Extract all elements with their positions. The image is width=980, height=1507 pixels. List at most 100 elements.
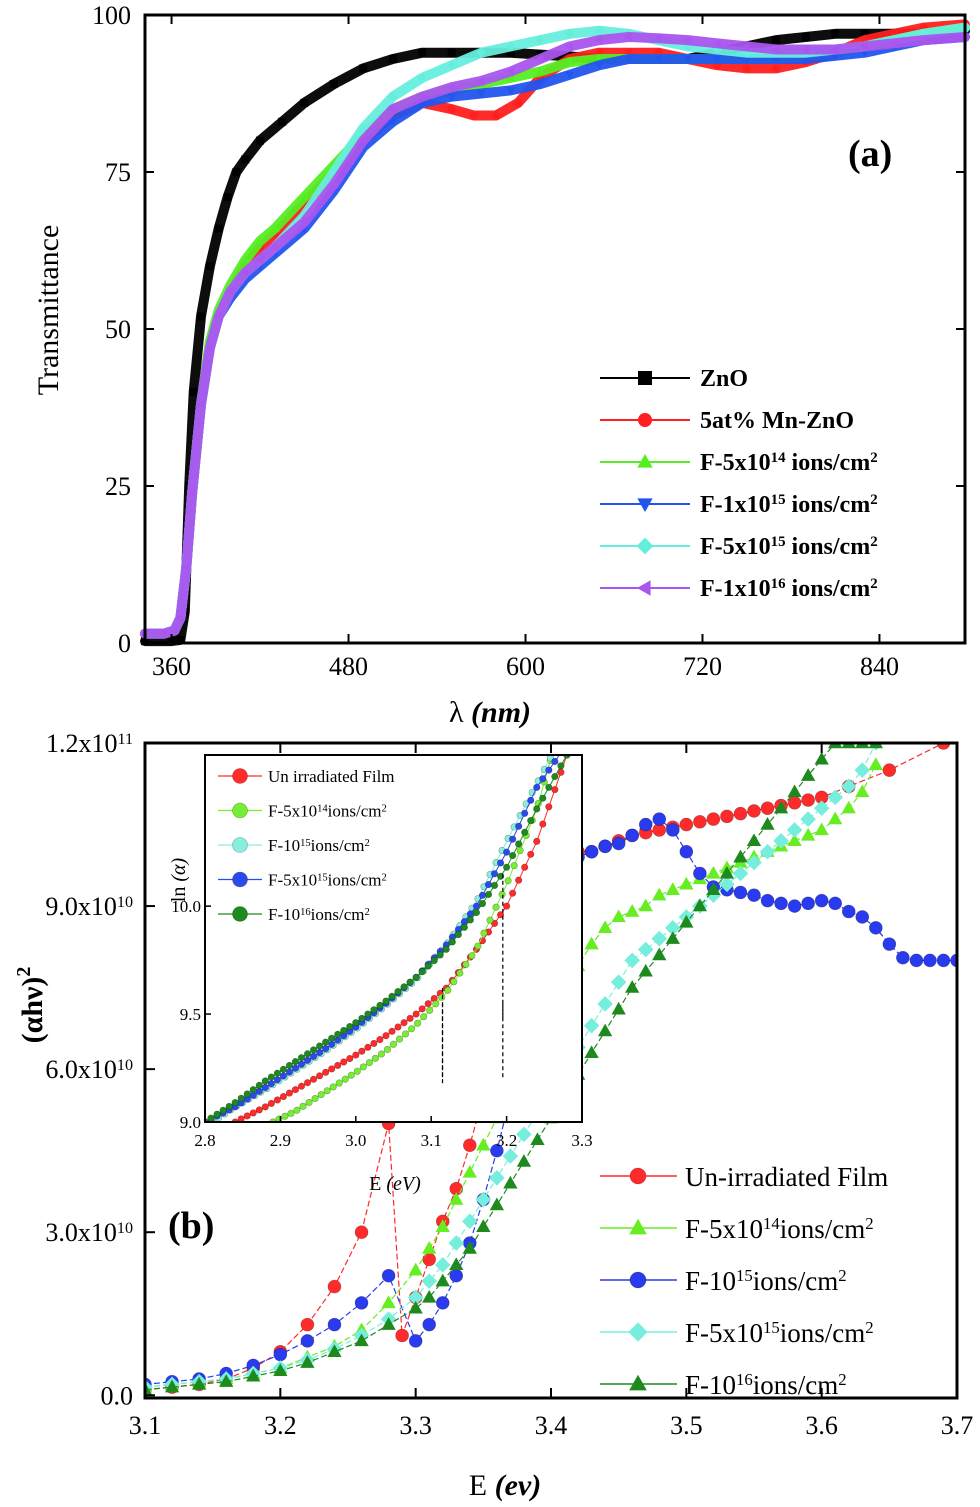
data-point <box>297 1082 306 1090</box>
data-point <box>771 45 780 54</box>
legend-entry: 5at% Mn-ZnO <box>600 408 854 434</box>
data-point <box>214 312 222 321</box>
data-point <box>476 1219 491 1232</box>
data-point <box>624 952 640 969</box>
legend-marker <box>638 413 652 427</box>
x-tick-label: 3.4 <box>535 1411 568 1440</box>
data-point <box>388 1027 396 1035</box>
data-point <box>909 953 924 968</box>
data-point <box>665 920 681 936</box>
x-tick-label: 600 <box>506 652 545 681</box>
legend-label: F-1x1015 ions/cm2 <box>700 492 878 518</box>
data-point <box>638 817 653 832</box>
legend-entry: Un-irradiated Film <box>600 1162 888 1192</box>
data-point <box>246 1368 261 1382</box>
x-tick-label: 2.9 <box>270 1131 291 1150</box>
data-point <box>395 1035 404 1043</box>
data-point <box>492 903 500 911</box>
legend-marker <box>637 453 653 468</box>
data-point <box>771 55 781 64</box>
data-point <box>462 1213 478 1230</box>
data-point <box>594 62 604 70</box>
data-point <box>273 1096 281 1104</box>
data-point <box>181 563 190 573</box>
legend-label: F-1015ions/cm2 <box>685 1266 847 1297</box>
data-point <box>287 1109 295 1117</box>
data-point <box>786 822 803 838</box>
data-point <box>354 1333 369 1347</box>
panel-a-axes: 360 480 600 720 840 0 25 50 75 100 <box>92 1 965 681</box>
data-point <box>860 42 868 51</box>
data-point <box>597 996 613 1012</box>
data-point <box>395 1328 409 1343</box>
data-point <box>889 38 898 48</box>
data-point <box>219 1374 234 1387</box>
y-tick-label: 6.0x1010 <box>45 1055 133 1084</box>
data-point <box>489 1197 505 1211</box>
legend-entry: F-1x1015 ions/cm2 <box>600 492 878 518</box>
data-point <box>187 487 196 497</box>
data-point <box>841 904 856 919</box>
data-point <box>597 920 613 934</box>
legend-label: F-5x1015 ions/cm2 <box>700 534 878 560</box>
data-point <box>535 66 545 75</box>
data-point <box>490 881 499 889</box>
data-point <box>273 1069 281 1077</box>
data-point <box>394 988 402 996</box>
data-point <box>502 1148 519 1164</box>
data-point <box>746 833 762 847</box>
data-point <box>813 800 830 817</box>
data-point <box>267 1079 275 1088</box>
data-point <box>256 136 265 145</box>
data-point <box>418 48 427 57</box>
data-point <box>535 80 545 89</box>
data-point <box>679 844 694 859</box>
data-point <box>551 785 559 794</box>
data-point <box>950 953 957 968</box>
panel-a-transmittance: 360 480 600 720 840 0 25 50 75 100 (a) λ (nm) Tra… <box>32 1 970 729</box>
y-tick-label: 1.2x1011 <box>46 729 133 758</box>
data-point <box>496 872 505 880</box>
data-point <box>421 1273 437 1289</box>
data-point <box>855 910 870 924</box>
data-point <box>505 41 516 52</box>
data-point <box>329 80 338 89</box>
data-point <box>223 193 232 202</box>
data-point <box>329 180 337 189</box>
legend-label: ZnO <box>700 366 748 392</box>
legend-label: F-5x1014ions/cm2 <box>685 1214 874 1245</box>
data-point <box>841 800 856 814</box>
legend-label: F-5x1014ions/cm2 <box>268 802 387 821</box>
inset-marks <box>205 755 571 1122</box>
data-point <box>291 1064 300 1072</box>
data-point <box>693 866 707 881</box>
data-point <box>346 1054 354 1063</box>
data-point <box>225 286 234 296</box>
data-point <box>297 1054 306 1062</box>
data-point <box>679 876 694 890</box>
data-point <box>371 1054 380 1062</box>
panel-a-label: (a) <box>848 133 892 175</box>
data-point <box>719 876 735 893</box>
data-point <box>679 817 694 832</box>
data-point <box>692 898 708 912</box>
data-point <box>285 1068 294 1076</box>
legend-label: F-1016ions/cm2 <box>685 1370 847 1401</box>
data-point <box>535 54 544 64</box>
data-point <box>303 1079 312 1087</box>
data-point <box>474 942 482 950</box>
legend-marker <box>637 498 653 513</box>
data-point <box>719 865 735 879</box>
data-point <box>240 255 250 264</box>
data-point <box>278 117 287 126</box>
data-point <box>243 1112 251 1120</box>
data-point <box>774 896 788 911</box>
data-point <box>611 1001 626 1015</box>
data-point <box>406 1014 414 1022</box>
data-point <box>281 1112 289 1120</box>
data-point <box>448 1235 465 1251</box>
legend-entry: F-5x1015ions/cm2 <box>600 1318 874 1348</box>
data-point <box>422 1317 437 1332</box>
data-point <box>759 843 776 860</box>
data-point <box>742 64 751 73</box>
